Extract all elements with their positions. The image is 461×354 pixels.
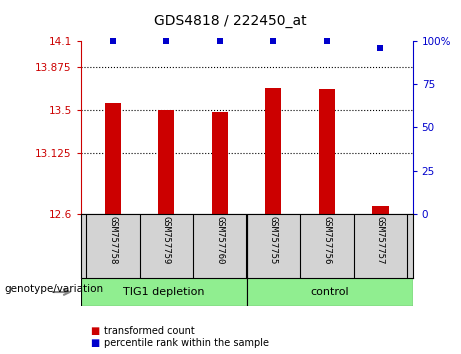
Text: GSM757760: GSM757760: [215, 216, 225, 264]
Text: GSM757756: GSM757756: [322, 216, 331, 264]
Bar: [81, 278, 247, 306]
Bar: [105, 103, 121, 214]
Text: transformed count: transformed count: [104, 326, 195, 336]
Text: percentile rank within the sample: percentile rank within the sample: [104, 338, 269, 348]
Bar: [372, 206, 389, 214]
Text: GSM757757: GSM757757: [376, 216, 385, 264]
Bar: [247, 278, 413, 306]
Bar: [266, 88, 281, 214]
Text: GSM757759: GSM757759: [162, 216, 171, 264]
Bar: [319, 89, 335, 214]
Text: GDS4818 / 222450_at: GDS4818 / 222450_at: [154, 14, 307, 28]
Text: genotype/variation: genotype/variation: [5, 284, 104, 293]
Bar: [212, 113, 228, 214]
Text: ■: ■: [90, 338, 99, 348]
Text: GSM757755: GSM757755: [269, 216, 278, 264]
Text: ■: ■: [90, 326, 99, 336]
Text: control: control: [310, 287, 349, 297]
Bar: [158, 110, 174, 214]
Text: TIG1 depletion: TIG1 depletion: [123, 287, 204, 297]
Text: GSM757758: GSM757758: [108, 216, 117, 264]
